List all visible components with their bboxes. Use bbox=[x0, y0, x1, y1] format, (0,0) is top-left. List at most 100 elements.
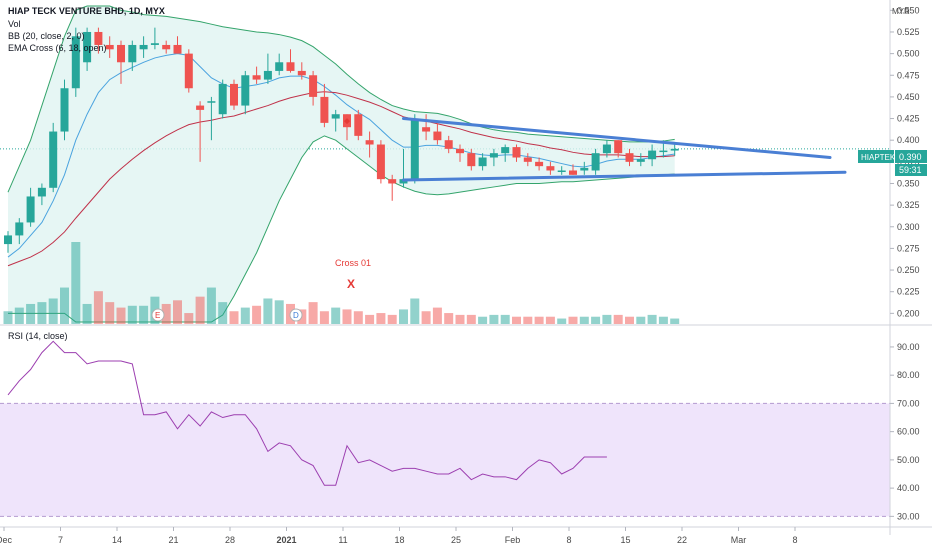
trend-line-lower bbox=[402, 170, 847, 182]
candle bbox=[614, 140, 623, 158]
candle-body bbox=[365, 140, 374, 145]
volume-bar bbox=[263, 298, 273, 324]
candle bbox=[207, 96, 216, 141]
volume-bar bbox=[353, 311, 363, 324]
price-tick-label: 0.325 bbox=[897, 200, 920, 210]
candle bbox=[275, 53, 284, 76]
dividend-event-marker[interactable]: D bbox=[289, 308, 303, 322]
volume-bar bbox=[127, 305, 137, 324]
candle-body bbox=[602, 144, 611, 154]
price-tick-label: 0.450 bbox=[897, 92, 920, 102]
volume-bar bbox=[455, 314, 465, 324]
candle-body bbox=[15, 222, 24, 236]
candle bbox=[535, 157, 544, 171]
time-tick-label: 25 bbox=[451, 535, 461, 545]
candle-body bbox=[241, 75, 250, 106]
candle bbox=[150, 27, 159, 50]
candle-body bbox=[410, 118, 419, 180]
volume-bar bbox=[523, 316, 533, 324]
candle bbox=[569, 164, 577, 175]
candle bbox=[26, 187, 35, 227]
volume-bar bbox=[602, 314, 612, 324]
time-tick-label: 22 bbox=[677, 535, 687, 545]
price-tick-label: 0.225 bbox=[897, 287, 920, 297]
candle-body bbox=[546, 166, 555, 171]
cross-annotation-label: Cross 01 bbox=[335, 258, 371, 268]
volume-bar bbox=[647, 314, 657, 324]
volume-bar bbox=[195, 296, 205, 324]
earnings-event-marker[interactable]: E bbox=[151, 308, 165, 322]
time-tick-label: 15 bbox=[620, 535, 630, 545]
candle-body bbox=[444, 140, 453, 149]
candle bbox=[286, 49, 295, 73]
price-tick-label: 0.300 bbox=[897, 222, 920, 232]
candle-body bbox=[591, 153, 600, 171]
volume-bar bbox=[139, 305, 149, 324]
volume-bar bbox=[48, 298, 58, 324]
candle-body bbox=[184, 53, 193, 89]
time-tick-label: 28 bbox=[225, 535, 235, 545]
price-tag-symbol: HIAPTEK bbox=[861, 153, 896, 162]
volume-bar bbox=[82, 303, 92, 324]
candle-body bbox=[207, 101, 216, 103]
time-tick-label: 14 bbox=[112, 535, 122, 545]
price-tick-label: 0.500 bbox=[897, 49, 920, 59]
candle bbox=[523, 153, 532, 167]
candle-body bbox=[230, 83, 238, 106]
volume-bar bbox=[421, 311, 431, 324]
indicator-ema-cross: EMA Cross (6, 18, open) bbox=[8, 43, 107, 53]
bollinger-bands bbox=[7, 5, 675, 323]
candle-body bbox=[512, 147, 521, 158]
volume-bar bbox=[376, 313, 386, 324]
candle bbox=[196, 101, 205, 162]
volume-bar bbox=[365, 314, 375, 324]
candle bbox=[670, 144, 679, 156]
candle bbox=[512, 144, 521, 162]
chart-title: HIAP TECK VENTURE BHD, 1D, MYX bbox=[8, 6, 165, 16]
candle-body bbox=[636, 159, 645, 162]
candle-body bbox=[297, 70, 306, 76]
candle-body bbox=[196, 105, 205, 110]
trend-line-upper bbox=[402, 117, 832, 160]
bb-fill bbox=[8, 6, 675, 322]
candle bbox=[117, 40, 125, 84]
candle bbox=[128, 40, 137, 71]
currency-label: MYR bbox=[892, 7, 910, 16]
candle-body bbox=[535, 161, 544, 167]
candle bbox=[489, 148, 498, 167]
candle-body bbox=[569, 170, 577, 175]
price-tick-label: 0.525 bbox=[897, 27, 920, 37]
candle bbox=[354, 109, 363, 141]
candle bbox=[557, 166, 566, 175]
volume-bar bbox=[500, 314, 510, 324]
candle-body bbox=[275, 62, 284, 71]
candle bbox=[60, 79, 69, 141]
price-tag: HIAPTEK 0.390 59:31 bbox=[858, 150, 927, 176]
ema-cross-marker bbox=[344, 118, 350, 125]
candle-body bbox=[501, 147, 510, 154]
volume-bar bbox=[229, 311, 239, 324]
candle-body bbox=[128, 44, 137, 63]
volume-bar bbox=[308, 302, 318, 324]
candle bbox=[580, 161, 589, 175]
candle bbox=[218, 79, 227, 119]
time-tick-label: 8 bbox=[566, 535, 571, 545]
rsi-line bbox=[7, 340, 607, 486]
candle bbox=[37, 183, 46, 206]
candle bbox=[49, 122, 58, 193]
trend-lines bbox=[344, 117, 847, 182]
volume-bar bbox=[489, 314, 499, 324]
time-tick-label: 11 bbox=[338, 535, 347, 545]
candle-body bbox=[60, 88, 69, 132]
dividend-icon: D bbox=[293, 311, 299, 320]
candle-body bbox=[376, 144, 385, 180]
candle bbox=[636, 153, 645, 167]
volume-bar bbox=[410, 298, 420, 324]
candle bbox=[388, 174, 397, 201]
candle-body bbox=[83, 31, 92, 63]
price-tag-value: 0.390 bbox=[899, 152, 922, 162]
candle bbox=[230, 79, 238, 110]
volume-bar bbox=[37, 302, 47, 324]
